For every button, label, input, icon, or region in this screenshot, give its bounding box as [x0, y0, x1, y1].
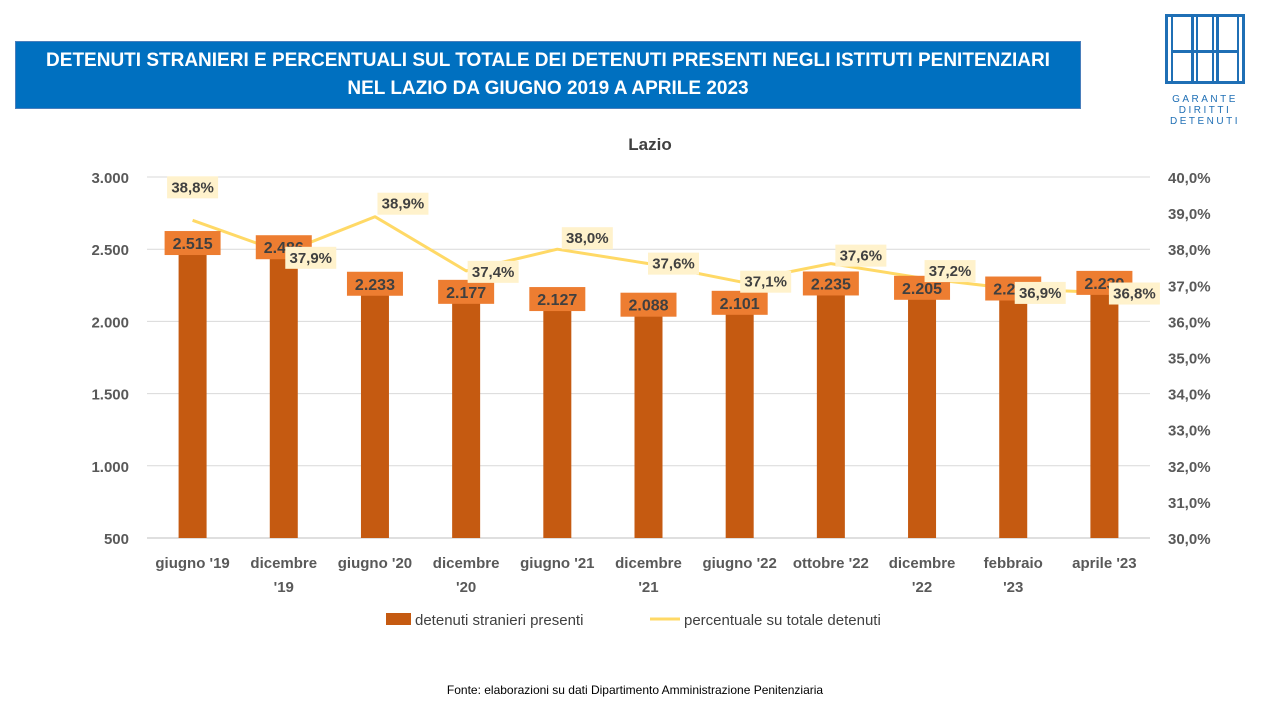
bar [543, 303, 572, 538]
y-right-tick: 30,0% [1168, 531, 1211, 548]
line-label: 38,0% [566, 230, 609, 247]
source-note: Fonte: elaborazioni su dati Dipartimento… [446, 683, 824, 697]
x-tick-label: ottobre '22 [793, 555, 869, 572]
chart-title: Lazio [628, 135, 671, 154]
bar-series [178, 247, 1119, 538]
y-right-tick: 32,0% [1168, 459, 1211, 476]
bar-label: 2.088 [628, 298, 668, 315]
bar-label-bg [438, 279, 495, 304]
x-tick-label: febbraio '23 [984, 555, 1043, 596]
y-left-tick: 1.500 [91, 387, 129, 404]
y-left-tick: 500 [104, 531, 129, 548]
bar-label-bg [711, 290, 768, 315]
line-label-bg [467, 260, 519, 283]
y-left-tick: 3.000 [91, 170, 129, 187]
bar-label: 2.101 [720, 296, 760, 313]
line-label-bg [377, 192, 429, 215]
bar [908, 291, 937, 538]
x-tick-label: giugno '22 [702, 555, 776, 572]
bar-label-bg [802, 271, 859, 296]
line-label-bg [1014, 281, 1066, 304]
logo-text-1: GARANTE [1172, 94, 1238, 105]
legend-label-line: percentuale su totale detenuti [684, 612, 881, 629]
bar-label-bg [620, 292, 677, 317]
y-right-tick: 38,0% [1168, 242, 1211, 259]
line-label: 37,6% [840, 248, 883, 265]
bar-label: 2.233 [355, 277, 395, 294]
bar-label-bg [164, 231, 221, 256]
y-right-tick: 35,0% [1168, 351, 1211, 368]
bar [1090, 286, 1119, 538]
bar [999, 292, 1028, 538]
y-left-tick: 1.000 [91, 459, 129, 476]
legend-swatch-bar [386, 613, 411, 625]
line-label-bg [1108, 282, 1160, 305]
bar-label-bg [346, 271, 403, 296]
y-right-tick: 39,0% [1168, 206, 1211, 223]
line-label-bg [561, 227, 613, 250]
line-label-bg [740, 270, 792, 293]
title-line-1: DETENUTI STRANIERI E PERCENTUALI SUL TOT… [46, 50, 1050, 71]
bar [634, 308, 663, 538]
x-tick-label: aprile '23 [1072, 555, 1136, 572]
bar [360, 287, 389, 538]
y-right-tick: 33,0% [1168, 423, 1211, 440]
x-tick-label: dicembre '19 [250, 555, 317, 596]
line-label: 36,9% [1019, 285, 1062, 302]
y-right-tick: 31,0% [1168, 495, 1211, 512]
bar [725, 306, 754, 538]
bar-label-bg [529, 287, 586, 312]
x-tick-label: dicembre '21 [615, 555, 682, 596]
line-label: 38,8% [171, 179, 214, 196]
title-banner: DETENUTI STRANIERI E PERCENTUALI SUL TOT… [15, 41, 1081, 109]
bar-label: 2.205 [902, 281, 942, 298]
legend: detenuti stranieri presenti percentuale s… [386, 612, 881, 629]
x-tick-label: dicembre '20 [433, 555, 500, 596]
y-left-tick: 2.500 [91, 242, 129, 259]
line-label: 37,2% [929, 263, 972, 280]
legend-label-bar: detenuti stranieri presenti [415, 612, 583, 629]
bar [269, 251, 298, 538]
line-label-bg [648, 252, 699, 275]
line-label: 36,8% [1113, 286, 1156, 303]
y-axis-left: 500 1.000 1.500 2.000 2.500 3.000 [91, 170, 129, 548]
bar-label: 2.235 [811, 276, 851, 293]
x-tick-label: giugno '20 [338, 555, 412, 572]
title-line-2: NEL LAZIO DA GIUGNO 2019 A APRILE 2023 [347, 78, 749, 99]
x-tick-label: giugno '21 [520, 555, 594, 572]
logo-text-2: DIRITTI [1179, 105, 1232, 116]
y-left-tick: 2.000 [91, 314, 129, 331]
line-label: 37,4% [472, 264, 515, 281]
garante-logo: GARANTE DIRITTI DETENUTI [1165, 14, 1245, 127]
bar-label: 2.515 [173, 236, 213, 253]
bar [452, 295, 481, 538]
line-label: 37,9% [289, 250, 332, 267]
line-label: 37,1% [744, 274, 787, 291]
bar-label: 2.127 [537, 292, 577, 309]
line-label-bg [924, 260, 976, 283]
line-label: 38,9% [382, 196, 425, 213]
x-tick-label: giugno '19 [155, 555, 229, 572]
y-axis-right: 30,0% 31,0% 32,0% 33,0% 34,0% 35,0% 36,0% 37,0%… [1168, 170, 1211, 548]
x-tick-label: dicembre '22 [889, 555, 956, 596]
bar-label: 2.177 [446, 285, 486, 302]
line-label-bg [835, 244, 887, 267]
y-right-tick: 36,0% [1168, 314, 1211, 331]
line-label-bg [167, 176, 219, 199]
bar [816, 287, 845, 538]
line-label: 37,6% [652, 256, 695, 273]
x-axis: giugno '19 dicembre '19 giugno '20 dicembre '… [155, 555, 1136, 596]
y-right-tick: 40,0% [1168, 170, 1211, 187]
bar [178, 247, 207, 538]
line-label-bg [285, 246, 337, 269]
line-data-labels: 38,8% 37,9% 38,9% 37,4% 38,0% 37,6% 37,1% 37,6%… [167, 176, 1160, 305]
y-right-tick: 34,0% [1168, 387, 1211, 404]
y-right-tick: 37,0% [1168, 278, 1211, 295]
logo-text-3: DETENUTI [1170, 116, 1240, 127]
